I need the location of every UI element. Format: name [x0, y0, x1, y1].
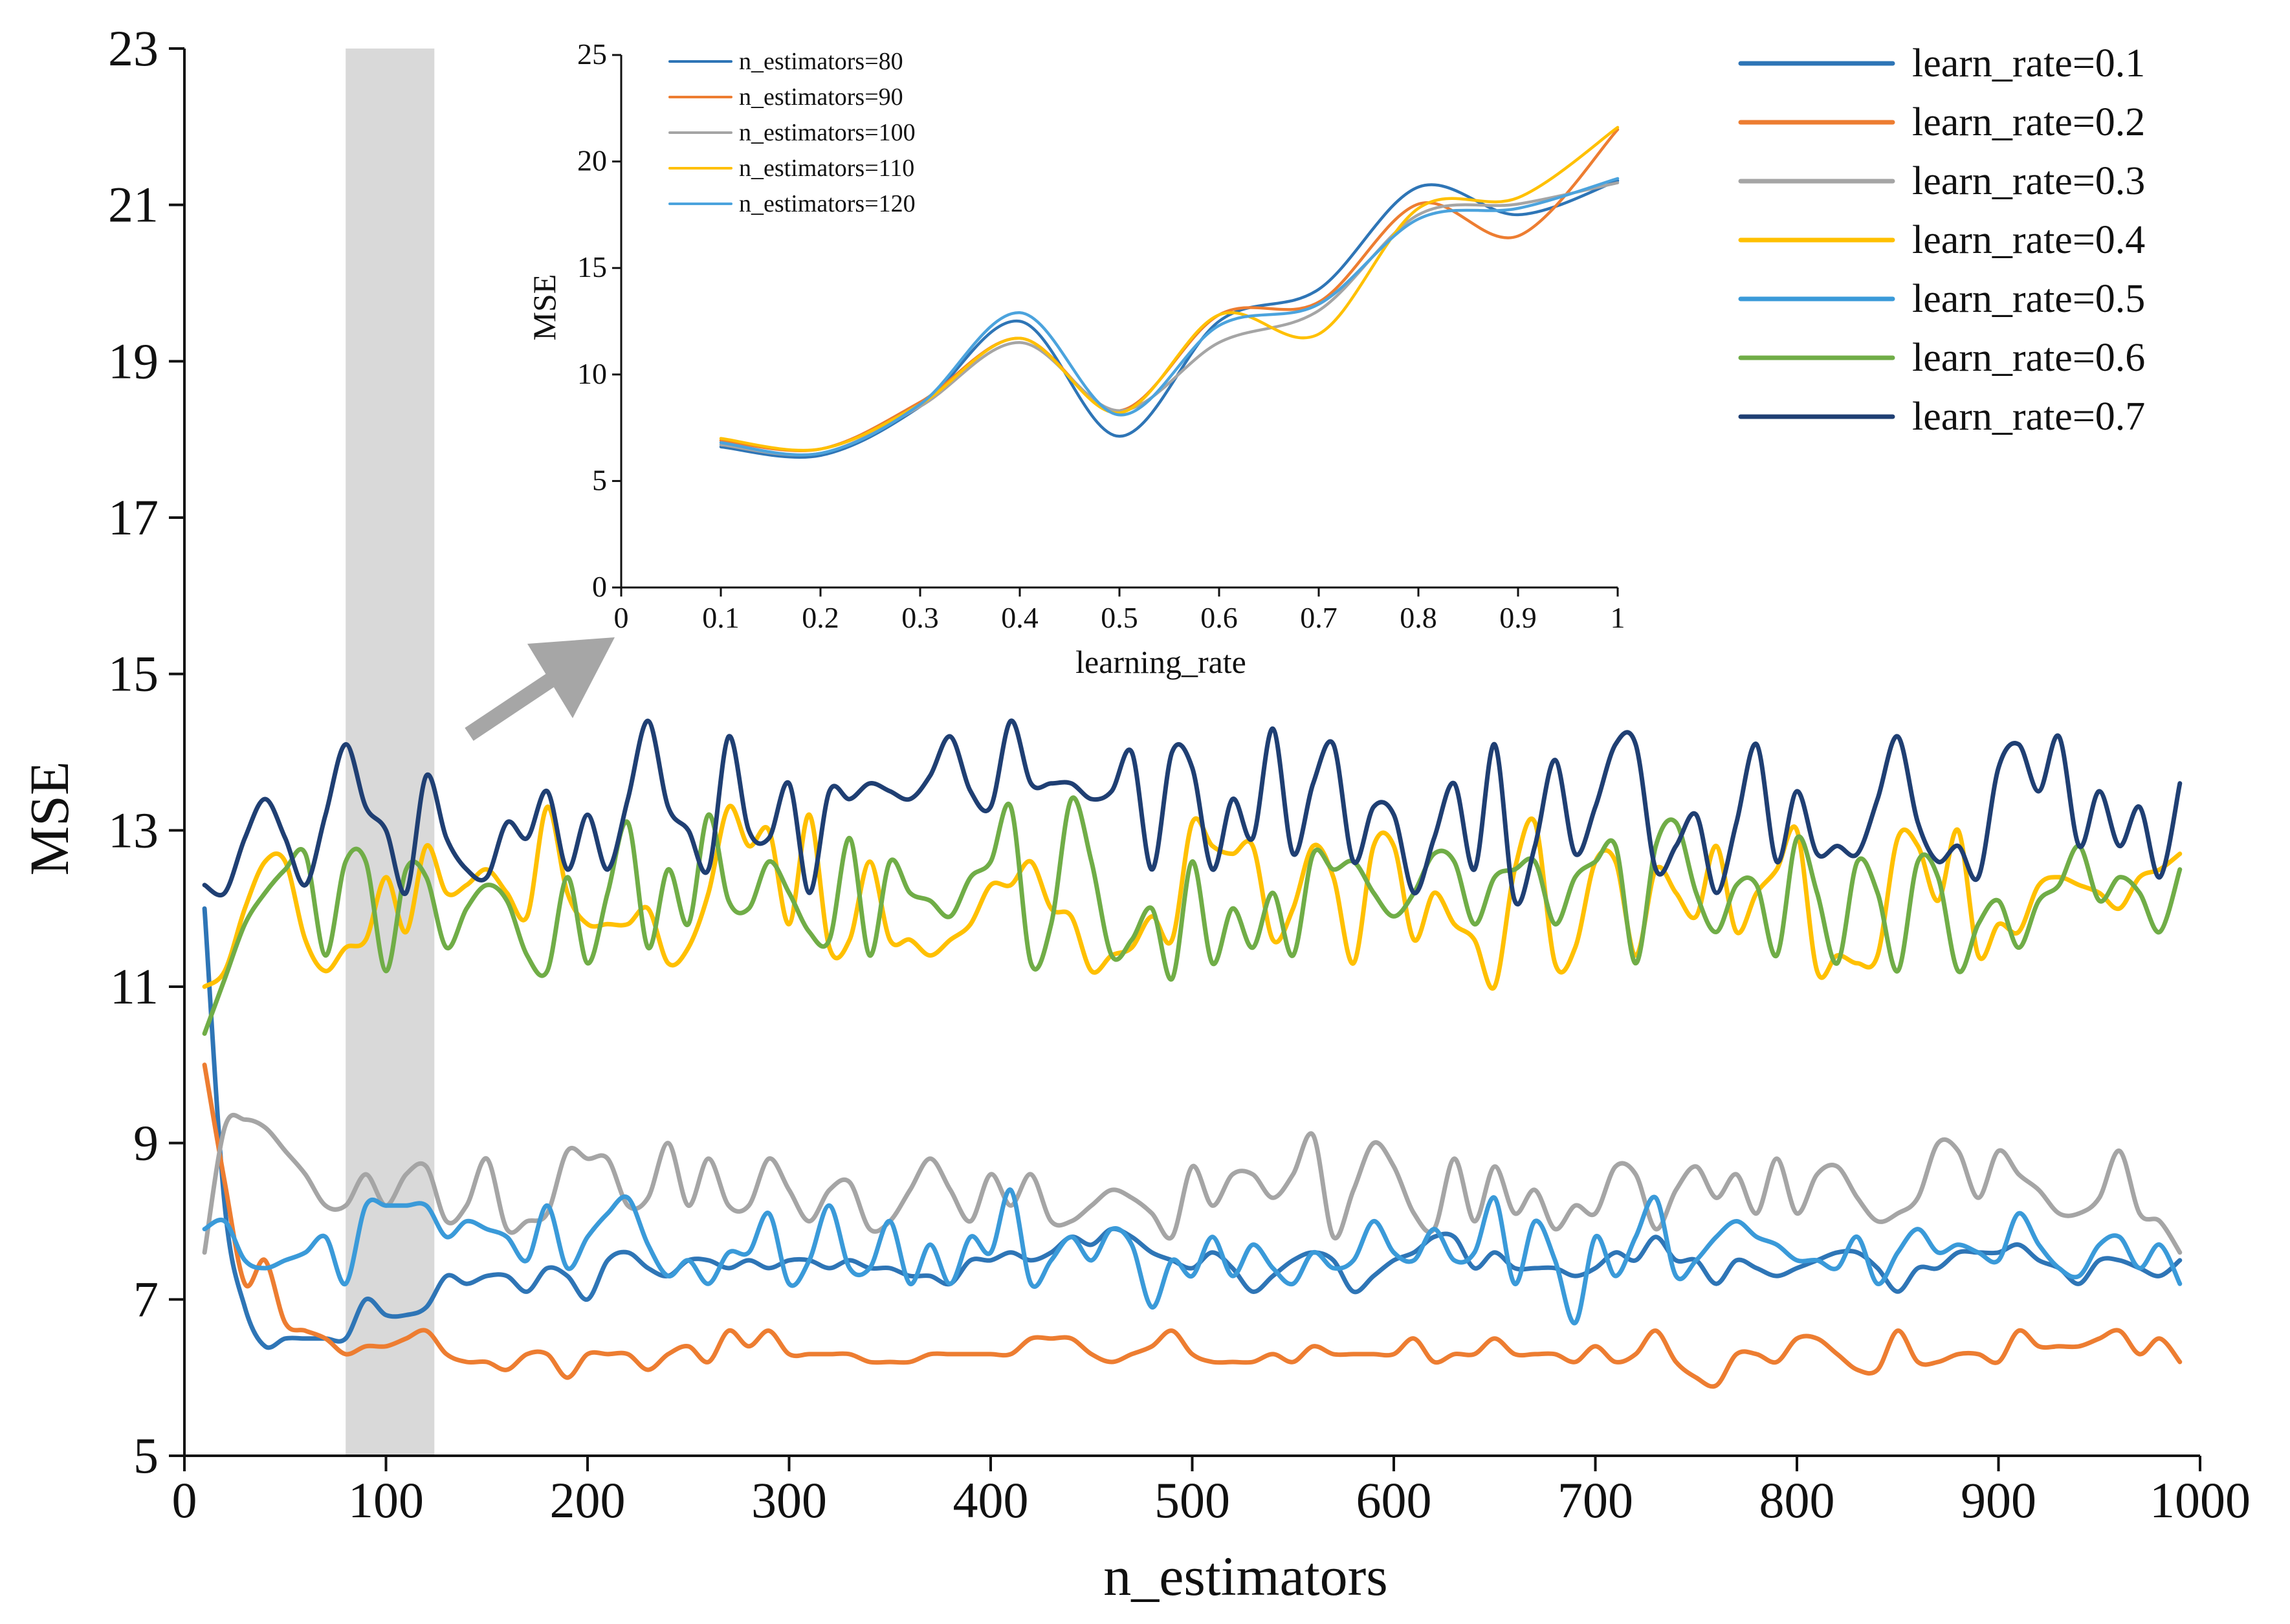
- main-x-tick-label: 1000: [2150, 1472, 2251, 1528]
- zoom-arrow-icon: [465, 637, 615, 741]
- inset-x-tick-label: 0: [614, 601, 629, 634]
- main-legend-label-6: learn_rate=0.6: [1912, 336, 2145, 380]
- main-legend-label-3: learn_rate=0.3: [1912, 159, 2145, 203]
- inset-x-tick-label: 0.1: [702, 601, 740, 634]
- inset-x-tick-label: 1: [1611, 601, 1625, 634]
- main-legend-label-4: learn_rate=0.4: [1912, 218, 2145, 262]
- main-y-tick-label: 13: [108, 802, 159, 858]
- inset-plot: 0 0.1 0.2 0.3 0.4 0.5 0.6 0.7 0.8 0.9 1 0 5 10 15 20 25…: [526, 38, 1625, 680]
- main-x-tick-label: 100: [348, 1472, 424, 1528]
- inset-y-tick-label: 0: [592, 570, 607, 603]
- zoom-arrow-head: [527, 637, 615, 718]
- main-x-axis-title: n_estimators: [1103, 1545, 1388, 1607]
- main-series-group: [202, 718, 2183, 1389]
- main-x-tick-label: 400: [953, 1472, 1029, 1528]
- main-x-tick-label: 800: [1759, 1472, 1835, 1528]
- main-legend: learn_rate=0.1 learn_rate=0.2 learn_rate=0…: [1738, 41, 2145, 439]
- inset-legend-label-3: n_estimators=100: [739, 119, 916, 146]
- inset-legend-label-2: n_estimators=90: [739, 83, 903, 111]
- main-x-tick-label: 500: [1154, 1472, 1230, 1528]
- main-series-line-5: [202, 1187, 2183, 1326]
- main-legend-label-5: learn_rate=0.5: [1912, 277, 2145, 321]
- main-series-line-4: [202, 804, 2183, 991]
- main-y-tick-label: 7: [133, 1271, 159, 1327]
- main-x-ticks: 0 100 200 300 400 500 600 700 800 900 1000: [172, 1456, 2251, 1528]
- inset-x-tick-label: 0.8: [1400, 601, 1437, 634]
- inset-y-tick-label: 25: [577, 38, 607, 71]
- inset-legend-label-4: n_estimators=110: [739, 155, 914, 182]
- inset-x-tick-label: 0.7: [1300, 601, 1338, 634]
- inset-x-tick-label: 0.2: [802, 601, 839, 634]
- main-y-ticks: 5 7 9 11 13 15 17 19 21 23: [108, 20, 184, 1484]
- main-y-tick-label: 19: [108, 333, 159, 389]
- highlight-band: [346, 49, 435, 1456]
- main-x-tick-label: 200: [550, 1472, 626, 1528]
- inset-x-tick-label: 0.6: [1200, 601, 1238, 634]
- main-legend-label-7: learn_rate=0.7: [1912, 395, 2145, 439]
- inset-x-axis-title: learning_rate: [1075, 644, 1246, 680]
- inset-y-tick-label: 5: [592, 463, 607, 496]
- main-legend-label-2: learn_rate=0.2: [1912, 100, 2145, 144]
- main-y-tick-label: 9: [133, 1115, 159, 1171]
- inset-series-group: [719, 126, 1620, 459]
- highlight-band-group: [346, 49, 435, 1456]
- main-y-tick-label: 17: [108, 489, 159, 545]
- inset-y-ticks: 0 5 10 15 20 25: [577, 38, 621, 603]
- main-y-tick-label: 21: [108, 177, 159, 233]
- inset-y-tick-label: 10: [577, 357, 607, 390]
- main-x-tick-label: 300: [751, 1472, 827, 1528]
- main-y-tick-label: 11: [110, 958, 159, 1015]
- inset-legend: n_estimators=80 n_estimators=90 n_estimato…: [668, 48, 916, 217]
- inset-x-tick-label: 0.5: [1101, 601, 1138, 634]
- inset-y-tick-label: 20: [577, 144, 607, 177]
- inset-legend-label-1: n_estimators=80: [739, 48, 903, 75]
- inset-x-tick-label: 0.4: [1001, 601, 1039, 634]
- main-y-tick-label: 5: [133, 1427, 159, 1484]
- inset-x-tick-label: 0.3: [901, 601, 939, 634]
- main-plot: 0 100 200 300 400 500 600 700 800 900 1000 5791113…: [18, 20, 2251, 1607]
- inset-legend-label-5: n_estimators=120: [739, 190, 916, 217]
- main-x-tick-label: 900: [1961, 1472, 2036, 1528]
- main-x-tick-label: 700: [1558, 1472, 1633, 1528]
- main-y-axis-title: MSE: [18, 762, 80, 876]
- main-x-tick-label: 0: [172, 1472, 197, 1528]
- inset-x-ticks: 0 0.1 0.2 0.3 0.4 0.5 0.6 0.7 0.8 0.9 1: [614, 587, 1625, 634]
- inset-series-line-4: [719, 126, 1620, 452]
- main-series-line-6: [202, 795, 2183, 1036]
- inset-series-line-5: [719, 177, 1620, 457]
- inset-y-axis-title: MSE: [526, 274, 562, 341]
- inset-x-tick-label: 0.9: [1499, 601, 1537, 634]
- main-y-tick-label: 23: [108, 20, 159, 76]
- main-x-tick-label: 600: [1356, 1472, 1432, 1528]
- main-series-line-7: [202, 718, 2183, 906]
- main-series-line-2: [202, 1062, 2183, 1389]
- inset-y-tick-label: 15: [577, 250, 607, 283]
- main-legend-label-1: learn_rate=0.1: [1912, 41, 2145, 85]
- main-y-tick-label: 15: [108, 646, 159, 702]
- main-series-line-3: [202, 1112, 2183, 1255]
